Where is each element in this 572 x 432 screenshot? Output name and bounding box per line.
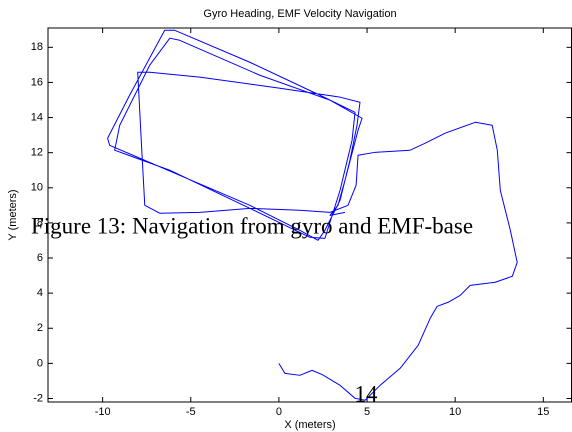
caption: Figure 13: Navigation from gyro and EMF-… xyxy=(31,213,473,238)
page-number: 14 xyxy=(355,381,379,406)
y-tick-label: 2 xyxy=(37,322,43,334)
y-tick-label: 14 xyxy=(31,111,43,123)
x-tick-label: 0 xyxy=(276,406,282,418)
x-tick-label: 15 xyxy=(537,406,549,418)
y-tick-label: -2 xyxy=(33,392,43,404)
x-tick-label: 10 xyxy=(449,406,461,418)
trajectory-line xyxy=(107,29,518,401)
x-tick-label: 5 xyxy=(364,406,370,418)
y-tick-label: 6 xyxy=(37,252,43,264)
x-tick-label: -10 xyxy=(95,406,111,418)
y-tick-label: 16 xyxy=(31,76,43,88)
chart-title: Gyro Heading, EMF Velocity Navigation xyxy=(203,8,396,20)
y-tick-label: 4 xyxy=(37,287,43,299)
y-tick-label: 10 xyxy=(31,182,43,194)
x-tick-label: -5 xyxy=(186,406,196,418)
y-tick-label: 0 xyxy=(37,357,43,369)
y-tick-label: 12 xyxy=(31,147,43,159)
y-tick-label: 18 xyxy=(31,41,43,53)
x-axis-label: X (meters) xyxy=(284,419,335,431)
y-axis-label: Y (meters) xyxy=(7,189,19,240)
y-tick-label: 8 xyxy=(37,217,43,229)
